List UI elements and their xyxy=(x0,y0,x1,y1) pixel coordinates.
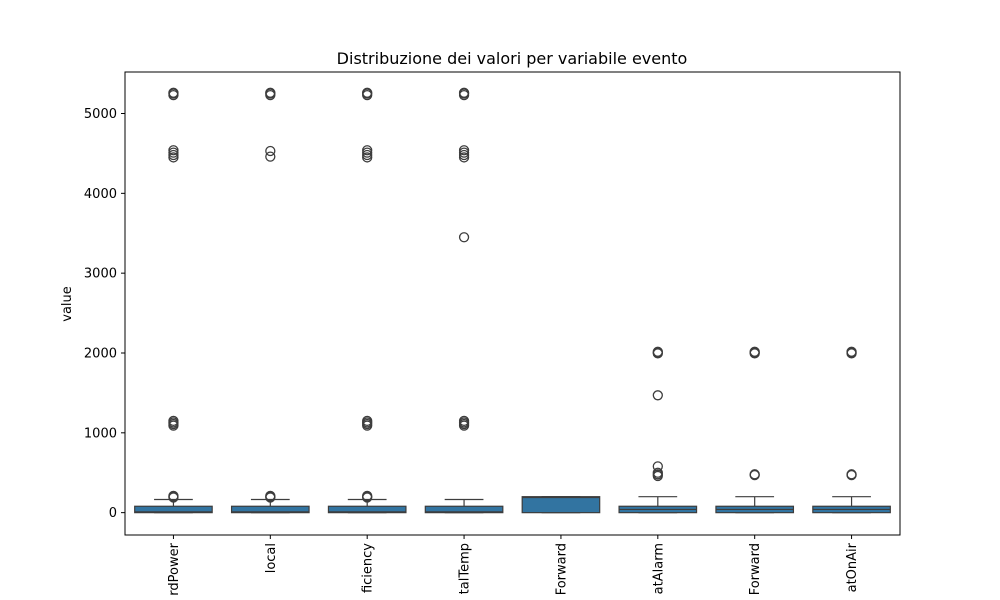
outlier-point xyxy=(846,469,857,480)
outlier-point xyxy=(168,145,179,156)
box-body xyxy=(521,496,601,514)
outlier-point xyxy=(362,490,373,502)
outlier-point xyxy=(265,145,276,157)
outlier-point xyxy=(749,469,760,480)
outlier-point xyxy=(362,415,373,426)
y-tick-label: 1000 xyxy=(84,426,117,441)
plot-frame xyxy=(124,71,901,536)
outlier-point xyxy=(362,145,373,156)
outlier-point xyxy=(168,490,179,502)
y-tick-label: 3000 xyxy=(84,267,117,282)
box-body xyxy=(424,505,504,514)
x-tick-label: local xyxy=(264,543,279,573)
box-body xyxy=(230,505,310,514)
x-tick-label: Forward xyxy=(554,543,569,595)
plot-area: 0 1000 2000 3000 4000 5000 rdPower local ficienc… xyxy=(84,71,901,596)
outlier-point xyxy=(652,461,663,472)
x-tick-label: atOnAir xyxy=(845,542,860,592)
outlier-point xyxy=(362,87,373,98)
box-body xyxy=(327,505,407,514)
y-tick-label: 4000 xyxy=(84,187,117,202)
outlier-point xyxy=(458,145,470,156)
outlier-point xyxy=(265,490,276,502)
outlier-point xyxy=(168,415,179,426)
outlier-point xyxy=(458,232,470,243)
outlier-point xyxy=(265,87,276,98)
outlier-point xyxy=(749,346,760,357)
y-axis-label: value xyxy=(60,286,75,322)
outlier-point xyxy=(265,151,276,162)
outlier-point xyxy=(652,390,663,401)
outlier-point xyxy=(458,87,470,98)
outlier-point xyxy=(652,346,663,357)
y-tick-label: 2000 xyxy=(84,346,117,361)
outlier-point xyxy=(652,467,663,478)
chart-title: Distribuzione dei valori per variabile e… xyxy=(337,49,688,68)
y-tick-label: 5000 xyxy=(84,107,117,122)
x-tick-label: talTemp xyxy=(458,543,473,594)
y-tick-label: 0 xyxy=(109,506,117,521)
outlier-point xyxy=(458,415,470,426)
x-tick-label: Forward xyxy=(748,543,763,595)
outlier-point xyxy=(846,346,857,357)
x-tick-label: ficiency xyxy=(361,543,376,593)
outlier-point xyxy=(168,87,179,98)
x-tick-label: rdPower xyxy=(167,542,182,595)
x-tick-label: atAlarm xyxy=(651,543,666,594)
box-body xyxy=(134,505,213,514)
